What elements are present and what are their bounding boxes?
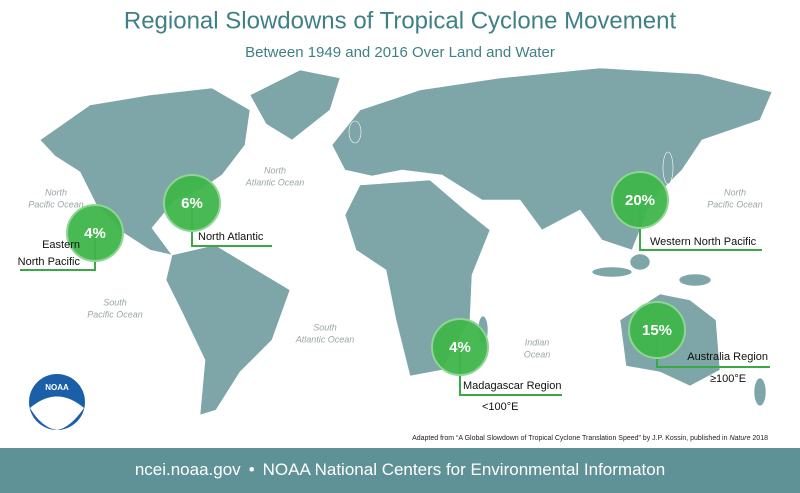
region-label: ≥100°E bbox=[710, 373, 746, 385]
region: 4% Madagascar Region <100°E bbox=[431, 318, 562, 413]
region-circle bbox=[628, 301, 686, 359]
noaa-logo: NOAA bbox=[29, 374, 85, 430]
region: 15% Australia Region ≥100°E bbox=[628, 301, 770, 385]
credit: Adapted from “A Global Slowdown of Tropi… bbox=[412, 435, 768, 442]
logo-text: NOAA bbox=[45, 383, 69, 392]
region-circle bbox=[431, 318, 489, 376]
region-percent: 4% bbox=[449, 339, 471, 356]
regions: 4% Eastern North Pacific 6% North Atlantic 20… bbox=[18, 171, 770, 413]
title: Regional Slowdowns of Tropical Cyclone M… bbox=[124, 7, 677, 34]
ocean-label: North bbox=[45, 187, 67, 197]
ocean-label: Atlantic Ocean bbox=[245, 177, 305, 187]
ocean-label: Atlantic Ocean bbox=[295, 334, 355, 344]
sumatra-java bbox=[591, 266, 633, 278]
credit-year: 2018 bbox=[750, 435, 768, 442]
new-guinea bbox=[678, 273, 712, 287]
ocean-label: Ocean bbox=[524, 349, 551, 359]
region: 4% Eastern North Pacific bbox=[18, 204, 124, 271]
region-percent: 4% bbox=[84, 225, 106, 242]
ocean-label: Indian bbox=[525, 337, 550, 347]
ocean-label: Pacific Ocean bbox=[87, 309, 143, 319]
britain bbox=[348, 120, 362, 144]
south-america bbox=[165, 244, 291, 416]
ocean-labels: North Pacific Ocean North Atlantic Ocean Nor… bbox=[28, 165, 763, 359]
region-label: Western North Pacific bbox=[650, 236, 757, 248]
credit-journal: Nature bbox=[729, 435, 750, 442]
region-label: Madagascar Region bbox=[463, 380, 561, 392]
region-circle bbox=[163, 174, 221, 232]
footer-org: NOAA National Centers for Environmental … bbox=[263, 460, 666, 479]
region-percent: 20% bbox=[625, 192, 655, 209]
ocean-label: North bbox=[264, 165, 286, 175]
ocean-label: Pacific Ocean bbox=[707, 199, 763, 209]
greenland bbox=[249, 69, 341, 141]
borneo bbox=[629, 253, 651, 271]
region-label: Australia Region bbox=[687, 351, 768, 363]
footer: ncei.noaa.gov • NOAA National Centers for … bbox=[135, 460, 665, 479]
subtitle: Between 1949 and 2016 Over Land and Wate… bbox=[245, 44, 555, 61]
footer-site: ncei.noaa.gov bbox=[135, 460, 241, 479]
region-percent: 15% bbox=[642, 322, 672, 339]
footer-bar bbox=[0, 448, 800, 493]
ocean-label: South bbox=[103, 297, 127, 307]
region-circle bbox=[611, 171, 669, 229]
region-circle bbox=[66, 204, 124, 262]
region-label: <100°E bbox=[482, 401, 519, 413]
region-percent: 6% bbox=[181, 195, 203, 212]
region-label: Eastern bbox=[42, 239, 80, 251]
japan bbox=[662, 151, 674, 185]
logo-wave bbox=[30, 396, 84, 430]
credit-text: Adapted from “A Global Slowdown of Tropi… bbox=[412, 435, 729, 442]
region-label: North Pacific bbox=[18, 256, 81, 268]
ocean-label: North bbox=[724, 187, 746, 197]
region: 6% North Atlantic bbox=[163, 174, 272, 247]
ocean-label: South bbox=[313, 322, 337, 332]
region-label: North Atlantic bbox=[198, 231, 264, 243]
region: 20% Western North Pacific bbox=[611, 171, 762, 251]
footer-separator: • bbox=[249, 460, 255, 479]
new-zealand bbox=[753, 377, 767, 407]
ocean-label: Pacific Ocean bbox=[28, 199, 84, 209]
